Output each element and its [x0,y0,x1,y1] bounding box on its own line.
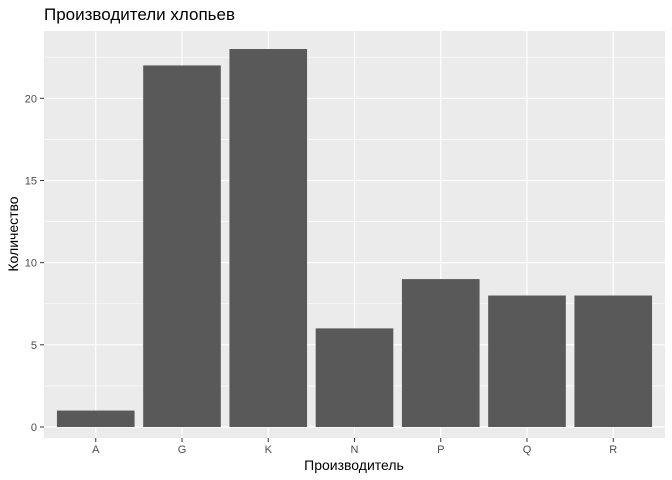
x-tick-label: R [609,444,617,456]
bar-K [229,49,308,427]
x-axis-title: Производитель [304,457,404,473]
y-tick-label: 20 [25,93,37,105]
y-tick-label: 0 [31,422,37,434]
chart-title: Производители хлопьев [44,5,235,24]
bar-Q [488,295,566,427]
y-axis: 0 5 10 15 20 [25,93,44,434]
x-tick-label: G [178,444,187,456]
x-tick-label: N [351,444,359,456]
y-axis-title: Количество [5,196,21,271]
x-tick-label: K [265,444,273,456]
bar-N [315,328,394,427]
y-tick-label: 5 [31,340,37,352]
bar-R [574,295,653,427]
bar-A [56,410,135,427]
bars [56,49,653,427]
y-tick-label: 15 [25,175,37,187]
bar-G [143,65,221,427]
x-tick-label: Q [523,444,532,456]
x-tick-label: A [92,444,100,456]
x-tick-label: P [437,444,444,456]
bar-P [401,279,480,427]
y-tick-label: 10 [25,258,37,270]
